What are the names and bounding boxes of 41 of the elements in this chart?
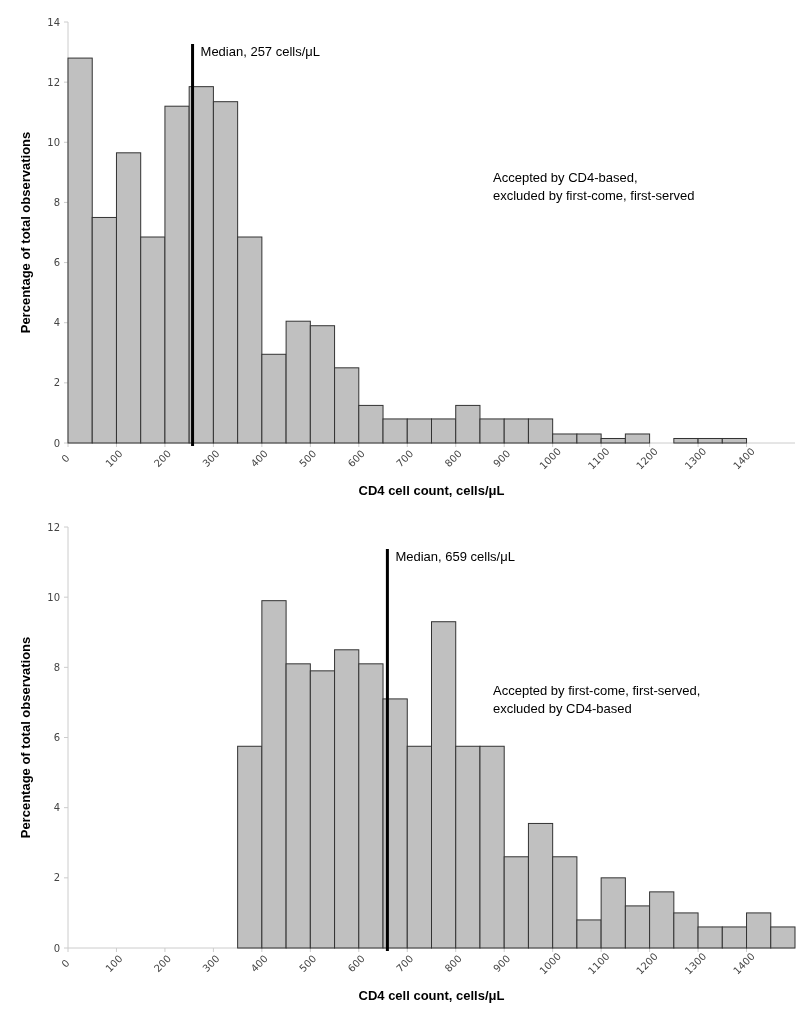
x-tick-label: 700 — [394, 447, 416, 470]
y-tick-label: 6 — [53, 732, 60, 743]
x-tick-label: 600 — [345, 447, 367, 470]
x-tick-label: 300 — [200, 447, 222, 470]
ref-line-label: Median, 257 cells/μL — [200, 44, 321, 59]
x-tick-label: 700 — [394, 952, 416, 975]
y-tick-label: 14 — [47, 16, 60, 28]
y-tick-label: 8 — [53, 196, 60, 208]
y-tick-label: 4 — [53, 802, 60, 814]
x-axis-title: CD4 cell count, cells/μL — [358, 483, 505, 498]
y-tick-label: 12 — [47, 521, 60, 533]
annotation: Accepted by CD4-based, excluded by first-come, first-served — [493, 169, 695, 203]
x-tick-label: 800 — [442, 952, 464, 975]
x-tick-label: 500 — [297, 952, 319, 975]
x-tick-label: 200 — [151, 447, 174, 470]
y-tick-label: 8 — [53, 661, 60, 673]
y-tick-label: 0 — [53, 942, 60, 954]
x-tick-label: 200 — [151, 952, 174, 975]
x-tick-label: 900 — [491, 952, 513, 975]
x-axis-title: CD4 cell count, cells/μL — [358, 988, 505, 1003]
y-tick-label: 2 — [53, 377, 60, 389]
x-tick-label: 100 — [103, 447, 125, 470]
x-tick-label: 900 — [491, 447, 513, 470]
x-tick-label: 400 — [248, 952, 271, 975]
y-tick-label: 0 — [53, 437, 60, 449]
x-tick-label: 500 — [297, 447, 319, 470]
y-tick-label: 10 — [47, 136, 60, 148]
y-tick-label: 4 — [53, 317, 60, 329]
x-tick-label: 800 — [442, 447, 464, 470]
x-tick-label: 300 — [200, 952, 222, 975]
annotation: Accepted by first-come, first-served, excluded by CD4-based — [493, 683, 701, 717]
y-tick-label: 10 — [47, 591, 60, 603]
y-tick-label: 12 — [47, 76, 60, 88]
x-tick-label: 100 — [103, 952, 125, 975]
ref-line-label: Median, 659 cells/μL — [395, 549, 515, 564]
x-tick-label: 600 — [345, 952, 367, 975]
y-axis-title: Percentage of total observations — [18, 636, 33, 839]
y-tick-label: 6 — [53, 257, 60, 269]
x-tick-label: 400 — [248, 447, 271, 470]
y-tick-label: 2 — [53, 872, 60, 884]
y-axis-title: Percentage of total observations — [18, 131, 33, 334]
